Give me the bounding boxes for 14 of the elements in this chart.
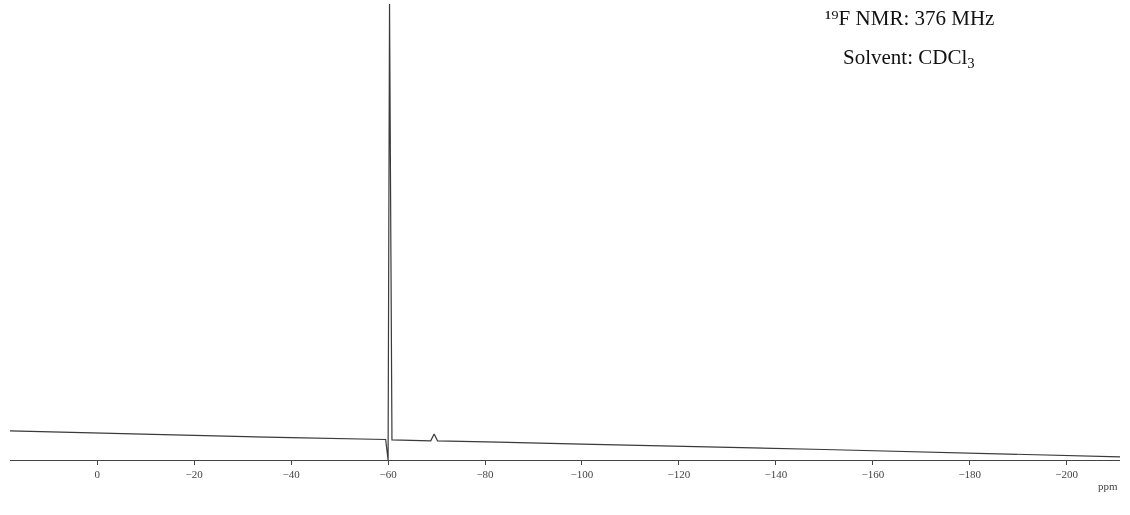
x-tick-label: −200: [1055, 468, 1079, 481]
x-tick-label: −140: [764, 468, 788, 481]
annotation: ¹⁹F NMR: 376 MHz: [825, 6, 995, 30]
annotation: Solvent: CDCl$_{3}$: [843, 45, 975, 72]
x-tick-label: −40: [282, 468, 301, 481]
x-tick-label: −180: [958, 468, 982, 481]
x-tick-label: −20: [185, 468, 204, 481]
x-tick-label: −100: [570, 468, 594, 481]
x-tick-label: −120: [667, 468, 691, 481]
x-tick-label: −160: [861, 468, 885, 481]
x-tick-label: 0: [94, 468, 101, 481]
x-tick-label: −60: [379, 468, 398, 481]
x-tick-label: −80: [476, 468, 495, 481]
x-axis-title: ppm: [1098, 480, 1118, 492]
